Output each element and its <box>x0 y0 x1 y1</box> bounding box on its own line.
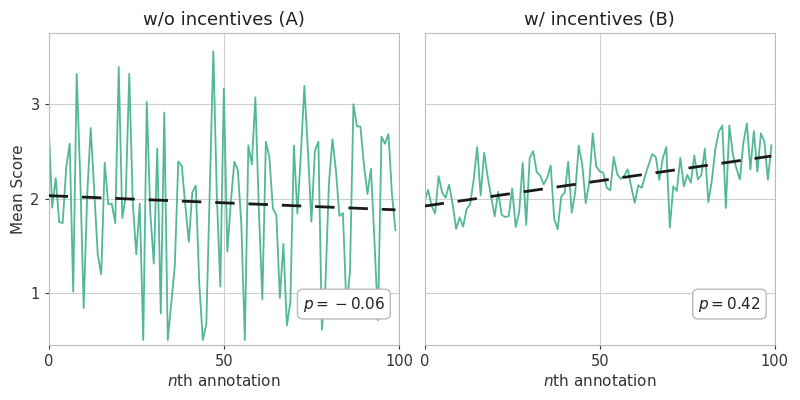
Title: w/ incentives (B): w/ incentives (B) <box>524 11 675 29</box>
Title: w/o incentives (A): w/o incentives (A) <box>143 11 305 29</box>
X-axis label: $\mathit{n}$th annotation: $\mathit{n}$th annotation <box>543 373 657 389</box>
Text: $\mathit{p} = 0.42$: $\mathit{p} = 0.42$ <box>698 294 761 314</box>
Text: $\mathit{p} = −0.06$: $\mathit{p} = −0.06$ <box>302 294 385 314</box>
Y-axis label: Mean Score: Mean Score <box>11 144 26 234</box>
X-axis label: $\mathit{n}$th annotation: $\mathit{n}$th annotation <box>167 373 281 389</box>
